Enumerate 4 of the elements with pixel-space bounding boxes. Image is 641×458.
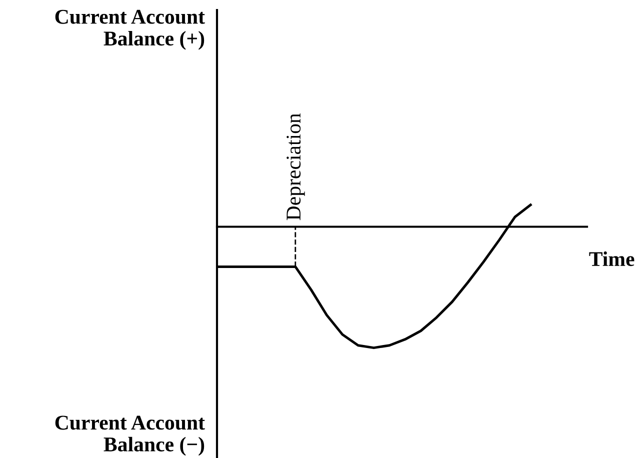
annotation: Depreciation — [286, 113, 305, 220]
text: Current Account Balance (+) — [55, 10, 205, 50]
x-axis-title: Time — [589, 251, 634, 266]
text: Current Account Balance (−) — [55, 416, 205, 456]
